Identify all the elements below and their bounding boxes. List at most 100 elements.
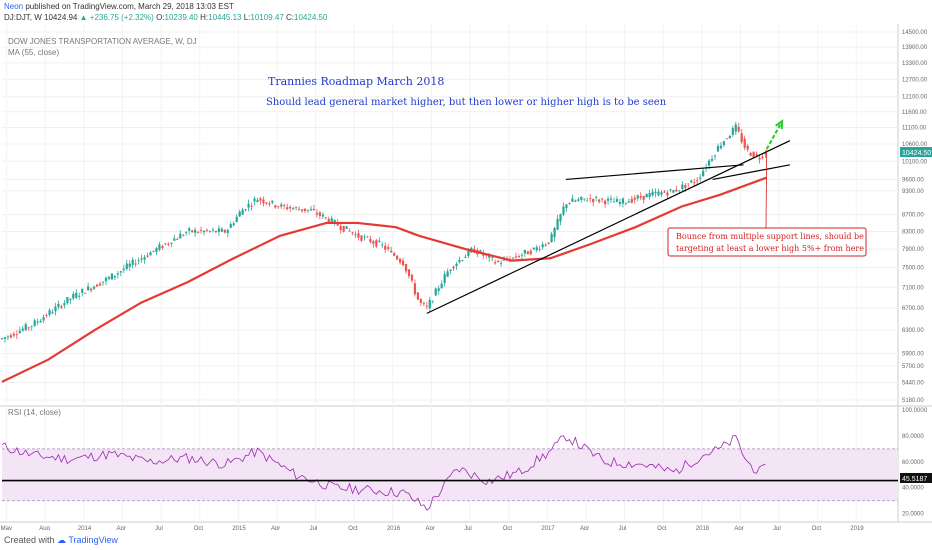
- candle-body: [36, 321, 39, 323]
- candle-body: [737, 126, 740, 132]
- price-tick-label: 11100.00: [902, 126, 927, 132]
- author-link[interactable]: Neon: [4, 2, 24, 11]
- price-tick-label: 9300.00: [902, 189, 924, 195]
- candle-body: [131, 259, 134, 265]
- candle-body: [461, 260, 464, 262]
- candle-body: [110, 273, 114, 280]
- candle-body: [434, 288, 437, 296]
- candle-body: [401, 260, 405, 266]
- candle-body: [716, 145, 720, 152]
- candle-body: [731, 128, 734, 135]
- candle-body: [577, 199, 580, 201]
- candle-body: [330, 218, 333, 222]
- candle-body: [170, 242, 173, 244]
- price-tick-label: 7900.00: [902, 247, 924, 253]
- candle-body: [413, 283, 417, 295]
- price-tick-label: 12100.00: [902, 95, 928, 101]
- candle-body: [155, 247, 158, 252]
- tradingview-brand-link[interactable]: TradingView: [68, 535, 118, 545]
- candle-body: [104, 277, 108, 282]
- price-tick-label: 6300.00: [902, 328, 924, 334]
- candle-body: [702, 170, 705, 176]
- candle-body: [660, 192, 663, 195]
- candle-body: [3, 337, 7, 339]
- candle-body: [306, 209, 310, 211]
- candle-body: [657, 191, 660, 196]
- candle-body: [728, 135, 731, 139]
- candle-body: [247, 203, 250, 208]
- time-tick-label: 2018: [696, 526, 710, 530]
- candle-body: [719, 145, 723, 149]
- up-arrow-icon: ▲: [79, 13, 88, 22]
- symbol-label: DJ:DJT, W: [4, 13, 42, 22]
- candle-body: [550, 233, 553, 243]
- candle-body: [42, 317, 45, 321]
- candle-body: [648, 193, 651, 197]
- candle-body: [18, 330, 21, 334]
- callout-line-1: Bounce from multiple support lines, shou…: [676, 232, 864, 241]
- candle-body: [232, 223, 235, 226]
- high-label: H:: [200, 13, 209, 22]
- candle-body: [12, 333, 15, 336]
- candle-body: [615, 199, 619, 202]
- candle-body: [393, 253, 396, 256]
- candle-body: [98, 283, 102, 286]
- candle-body: [214, 231, 217, 233]
- price-chart[interactable]: 14500.00 13900.00 13300.00 12700.00 12100.00…: [0, 24, 932, 530]
- chart-footer: Created with ☁ TradingView: [0, 530, 932, 550]
- price-tick-label: 8700.00: [902, 213, 924, 219]
- candle-body: [387, 247, 390, 249]
- chart-header: Neon published on TradingView.com, March…: [0, 0, 932, 24]
- candle-body: [351, 232, 354, 234]
- moving-average-layer: [1, 176, 768, 383]
- candle-body: [274, 205, 277, 208]
- candle-body: [398, 258, 402, 263]
- candle-body: [60, 306, 63, 308]
- candle-body: [535, 247, 538, 251]
- candle-body: [381, 244, 384, 246]
- candle-body: [651, 191, 654, 196]
- candle-body: [696, 180, 699, 182]
- candle-body: [556, 218, 559, 230]
- candle-body: [684, 185, 687, 189]
- candle-body: [422, 303, 425, 304]
- candle-body: [75, 292, 78, 298]
- candle-body: [54, 306, 57, 312]
- candle-body: [268, 203, 271, 205]
- rsi-tick-label: 40.0000: [902, 486, 924, 492]
- candle-body: [315, 212, 319, 215]
- time-tick-label: Oct: [657, 526, 667, 530]
- candle-body: [690, 180, 693, 183]
- candle-body: [312, 208, 316, 210]
- candle-body: [179, 233, 182, 239]
- candle-body: [529, 250, 532, 255]
- candle-body: [390, 250, 393, 253]
- candle-body: [562, 206, 565, 215]
- candle-body: [63, 303, 66, 306]
- candle-body: [758, 157, 761, 160]
- price-tick-label: 5180.00: [902, 398, 924, 404]
- candle-body: [544, 244, 547, 246]
- candle-body: [404, 264, 408, 272]
- candle-body: [678, 190, 681, 192]
- candle-body: [494, 262, 497, 264]
- time-tick-label: 2017: [541, 526, 555, 530]
- candle-body: [449, 269, 452, 271]
- candle-body: [244, 209, 247, 211]
- ma-legend: MA (55, close): [8, 48, 59, 57]
- candle-body: [749, 152, 752, 156]
- candle-body: [229, 224, 232, 228]
- candle-body: [39, 320, 42, 323]
- time-tick-label: Oct: [348, 526, 358, 530]
- candle-body: [440, 283, 443, 289]
- price-tick-label: 13900.00: [902, 45, 928, 51]
- candle-body: [15, 334, 18, 336]
- candle-body: [78, 295, 81, 297]
- time-tick-label: Jul: [773, 526, 781, 530]
- candle-body: [369, 238, 372, 243]
- rsi-last-badge-text: 45.5187: [902, 476, 927, 483]
- close-label: C:: [286, 13, 295, 22]
- price-tick-label: 10100.00: [902, 159, 928, 165]
- time-tick-label: Apr: [425, 526, 434, 530]
- candle-body: [532, 247, 535, 250]
